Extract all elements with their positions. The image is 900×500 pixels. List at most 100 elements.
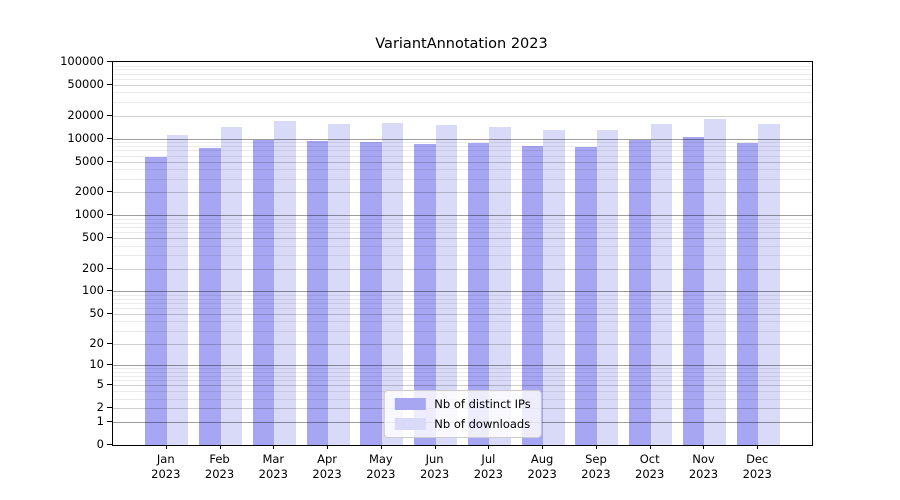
y-tick-label: 0 [96,437,104,451]
gridline [113,138,812,140]
gridline [113,255,812,257]
x-tick-label: Dec 2023 [725,452,789,482]
gridline [113,150,812,152]
x-tick-month: Feb [209,452,230,466]
x-tick-label: Feb 2023 [188,452,252,482]
x-tick-mark [273,445,275,449]
x-tick-year: 2023 [527,467,557,481]
bar-distinct-ips [414,143,436,445]
x-tick-month: Aug [530,452,554,466]
y-tick-mark [107,191,112,193]
x-tick-label: Aug 2023 [510,452,574,482]
gridline [113,245,812,247]
bar-distinct-ips [629,139,651,445]
bar-downloads [435,125,458,445]
gridline [113,218,812,220]
bar-downloads [704,119,726,445]
gridlines-layer [113,62,812,445]
y-tick-label: 20000 [67,107,104,122]
y-tick-label: 500 [82,230,104,245]
bar-downloads [650,124,673,445]
y-tick-label: 1000 [74,207,104,222]
x-tick-year: 2023 [258,467,288,481]
x-tick-year: 2023 [742,467,772,481]
x-tick-mark [380,445,382,449]
legend-label-distinct-ips: Nb of distinct IPs [434,397,531,411]
x-tick-month: Jun [425,452,444,466]
y-tick-label: 5 [96,377,104,392]
bar-distinct-ips [306,141,329,445]
bar-downloads [758,124,780,445]
x-tick-mark [649,445,651,449]
y-tick-mark [107,384,112,386]
x-tick-month: Sep [585,452,607,466]
y-tick-mark [107,290,112,292]
gridline [113,368,812,370]
y-tick-mark [107,61,112,62]
bar-distinct-ips [575,146,597,445]
y-tick-mark [107,313,112,315]
bar-downloads [328,124,350,445]
gridline [113,371,812,373]
y-tick-mark [107,444,112,445]
legend-entry-distinct-ips: Nb of distinct IPs [394,397,531,411]
gridline [113,375,812,377]
x-tick-year: 2023 [635,467,665,481]
chart-title: VariantAnnotation 2023 [375,36,548,52]
bar-downloads [381,122,404,445]
x-tick-label: Jan 2023 [134,452,198,482]
x-tick-mark [327,445,329,449]
legend: Nb of distinct IPs Nb of downloads [383,390,542,438]
y-tick-label: 100000 [60,54,104,68]
x-tick-year: 2023 [581,467,611,481]
bar-distinct-ips [467,143,490,445]
y-tick-label: 50 [89,306,104,321]
x-tick-year: 2023 [312,467,342,481]
gridline [113,192,812,194]
gridline [113,146,812,148]
x-tick-mark [542,445,544,449]
y-tick-mark [107,267,112,269]
gridline [113,169,812,171]
gridline [113,365,812,367]
bar-downloads [596,130,619,445]
x-tick-mark [703,445,705,449]
x-tick-month: Oct [639,452,660,466]
gridline [113,65,812,67]
x-tick-mark [219,445,221,449]
bar-distinct-ips [360,142,382,445]
y-tick-label: 2 [96,400,104,415]
gridline [113,385,812,387]
legend-label-downloads: Nb of downloads [434,417,531,431]
bar-distinct-ips [199,147,221,445]
bar-downloads [489,127,511,445]
y-tick-label: 2000 [74,184,104,199]
gridline [113,268,812,270]
bar-downloads [274,120,296,445]
gridline [113,161,812,163]
x-tick-year: 2023 [366,467,396,481]
x-tick-month: Dec [746,452,769,466]
bar-distinct-ips [145,157,167,445]
gridline [113,73,812,75]
gridline [113,155,812,157]
gridline [113,102,812,104]
gridline [113,291,812,293]
bar-distinct-ips [736,142,759,445]
x-tick-year: 2023 [151,467,181,481]
y-tick-mark [107,160,112,162]
y-tick-label: 50000 [67,77,104,92]
y-tick-mark [107,214,112,216]
gridline [113,222,812,224]
gridline [113,308,812,310]
y-tick-mark [107,407,112,409]
plot-area: Nb of distinct IPs Nb of downloads [112,61,813,446]
y-tick-label: 200 [82,260,104,275]
x-tick-month: May [368,452,393,466]
x-tick-mark [488,445,490,449]
x-tick-month: Mar [262,452,285,466]
gridline [113,178,812,180]
legend-swatch-downloads [394,418,426,430]
bars-layer [113,62,812,445]
x-tick-year: 2023 [688,467,719,481]
